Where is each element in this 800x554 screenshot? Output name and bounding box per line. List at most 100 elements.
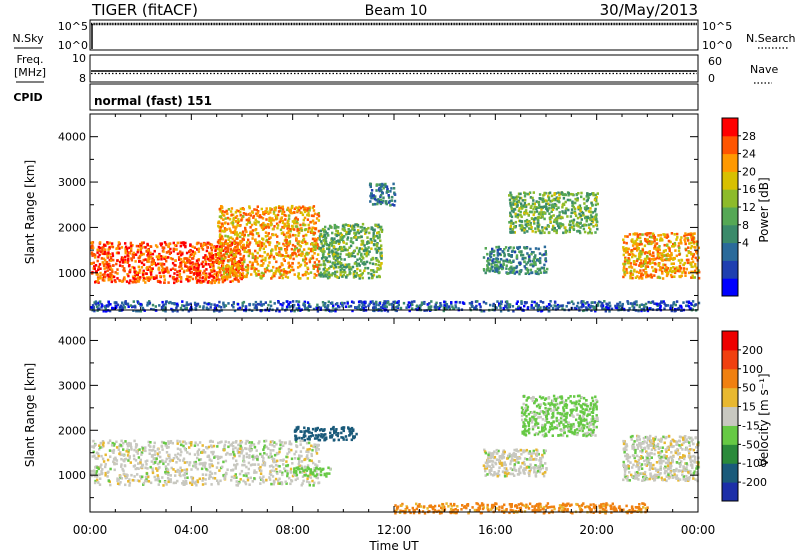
velocity-echo-cell xyxy=(276,459,279,463)
power-echo-cell xyxy=(445,303,448,306)
power-echo-cell xyxy=(273,274,276,278)
power-echo-cell xyxy=(286,231,290,235)
power-echo-cell xyxy=(105,252,108,256)
power-echo-cell xyxy=(523,194,527,198)
power-echo-cell xyxy=(691,252,694,256)
power-echo-cell xyxy=(696,270,699,274)
velocity-echo-cell xyxy=(119,476,122,480)
power-echo-cell xyxy=(379,252,382,255)
power-echo-cell xyxy=(129,268,132,272)
velocity-echo-cell xyxy=(210,459,213,463)
power-echo-cell xyxy=(510,261,513,264)
power-echo-cell xyxy=(541,301,545,304)
power-echo-cell xyxy=(541,197,544,200)
velocity-echo-cell xyxy=(281,473,284,477)
power-echo-cell xyxy=(134,260,137,263)
power-echo-cell xyxy=(369,237,372,241)
power-echo-cell xyxy=(636,233,640,237)
velocity-echo-cell xyxy=(216,445,219,448)
power-echo-cell xyxy=(520,250,523,253)
power-echo-cell xyxy=(360,301,364,304)
power-echo-cell xyxy=(445,305,448,308)
power-echo-cell xyxy=(145,250,148,253)
power-echo-cell xyxy=(526,220,529,224)
power-echo-cell xyxy=(268,307,271,311)
power-echo-cell xyxy=(643,309,646,312)
power-echo-cell xyxy=(230,264,234,268)
power-echo-cell xyxy=(295,307,298,310)
power-echo-cell xyxy=(300,229,304,232)
power-echo-cell xyxy=(224,275,227,278)
velocity-echo-cell xyxy=(314,443,317,447)
power-echo-cell xyxy=(232,264,236,267)
power-echo-cell xyxy=(592,192,595,195)
power-echo-cell xyxy=(684,248,688,252)
power-echo-cell xyxy=(196,272,199,275)
power-echo-cell xyxy=(197,266,200,269)
power-echo-cell xyxy=(592,306,595,310)
power-echo-cell xyxy=(558,211,561,214)
power-echo-cell xyxy=(346,300,349,304)
power-echo-cell xyxy=(433,306,437,309)
power-echo-cell xyxy=(257,220,260,224)
power-echo-cell xyxy=(207,263,210,266)
power-echo-cell xyxy=(285,305,289,309)
power-echo-cell xyxy=(232,302,235,306)
velocity-echo-cell xyxy=(102,460,106,463)
power-echo-cell xyxy=(255,267,258,271)
power-echo-cell xyxy=(150,260,153,264)
power-echo-cell xyxy=(677,249,681,253)
power-colorbar-segment xyxy=(722,242,738,261)
power-echo-cell xyxy=(218,278,221,281)
power-echo-cell xyxy=(228,236,232,240)
power-echo-cell xyxy=(167,270,170,274)
power-echo-cell xyxy=(334,270,337,274)
power-echo-cell xyxy=(230,268,233,272)
power-echo-cell xyxy=(301,205,305,208)
velocity-echo-cell xyxy=(139,475,142,478)
power-echo-cell xyxy=(343,268,346,272)
power-echo-cell xyxy=(152,277,156,280)
power-echo-cell xyxy=(627,261,630,265)
power-echo-cell xyxy=(672,301,676,304)
power-echo-cell xyxy=(275,216,278,219)
power-echo-cell xyxy=(590,219,594,222)
power-echo-cell xyxy=(345,242,348,245)
power-echo-cell xyxy=(682,301,685,304)
power-echo-cell xyxy=(176,304,179,307)
velocity-echo-cell xyxy=(244,442,248,445)
power-echo-cell xyxy=(510,219,513,223)
power-echo-cell xyxy=(575,199,579,202)
power-echo-cell xyxy=(241,233,244,236)
power-echo-cell xyxy=(359,260,363,263)
power-echo-cell xyxy=(184,261,187,265)
velocity-echo-cell xyxy=(101,440,105,443)
power-echo-cell xyxy=(199,269,202,273)
velocity-echo-cell xyxy=(158,466,161,469)
power-echo-cell xyxy=(306,207,310,210)
power-echo-cell xyxy=(226,244,230,247)
velocity-echo-cell xyxy=(247,461,251,465)
power-echo-cell xyxy=(670,232,674,235)
power-echo-cell xyxy=(110,280,113,284)
power-echo-cell xyxy=(671,245,674,248)
velocity-echo-cell xyxy=(157,467,160,471)
power-echo-cell xyxy=(313,222,316,225)
power-echo-cell xyxy=(365,260,369,264)
power-echo-cell xyxy=(626,271,629,275)
power-echo-cell xyxy=(686,237,690,240)
power-echo-cell xyxy=(92,246,95,250)
power-echo-cell xyxy=(121,256,125,260)
power-echo-cell xyxy=(391,308,394,311)
power-echo-cell xyxy=(270,218,273,222)
power-echo-cell xyxy=(178,272,182,276)
power-echo-cell xyxy=(531,264,535,268)
power-echo-cell xyxy=(262,227,266,230)
power-echo-cell xyxy=(223,230,226,233)
power-echo-cell xyxy=(692,253,696,256)
power-echo-cell xyxy=(516,200,519,204)
power-echo-cell xyxy=(664,263,667,267)
power-echo-cell xyxy=(349,272,352,275)
power-echo-cell xyxy=(227,238,230,241)
velocity-echo-cell xyxy=(293,457,297,460)
